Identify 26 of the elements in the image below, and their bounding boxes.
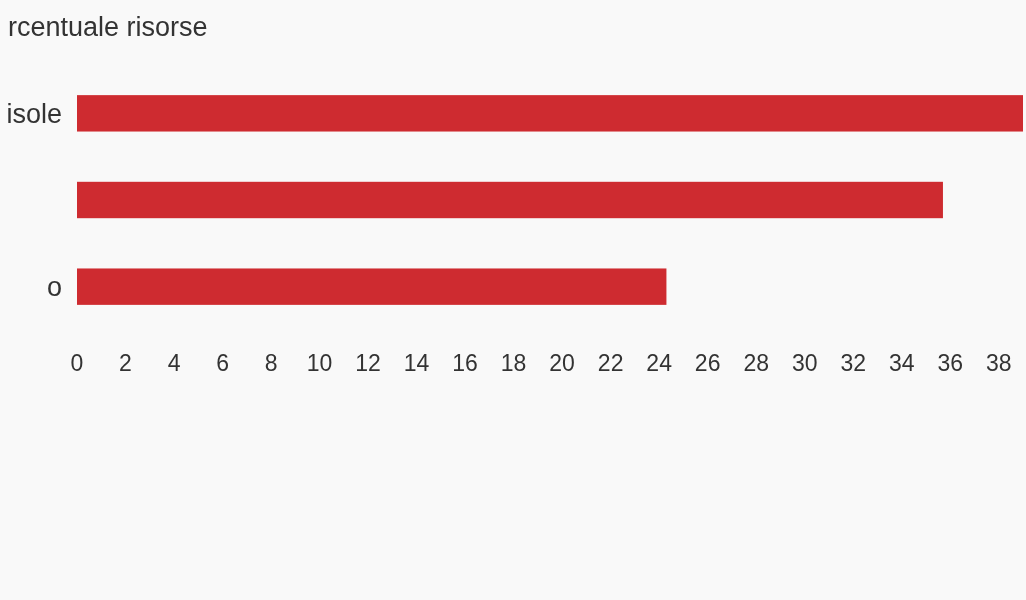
x-tick-label: 28 <box>743 350 769 377</box>
x-tick-label: 22 <box>597 350 624 377</box>
x-tick-label: 12 <box>355 350 381 377</box>
x-tick-label: 24 <box>646 350 673 377</box>
x-tick-label: 34 <box>888 350 915 377</box>
bar <box>77 95 1023 132</box>
x-tick-label: 0 <box>70 350 84 377</box>
x-tick-label: 30 <box>791 350 818 377</box>
x-tick-label: 14 <box>403 350 430 377</box>
x-tick-label: 10 <box>306 350 333 377</box>
x-tick-label: 16 <box>452 350 478 377</box>
y-tick-label: isole <box>6 98 62 129</box>
x-tick-label: 4 <box>167 350 181 377</box>
bar <box>77 268 667 305</box>
x-tick-label: 20 <box>549 350 575 377</box>
chart-title: rcentuale risorse <box>8 12 208 42</box>
x-tick-label: 2 <box>119 350 132 377</box>
x-tick-label: 38 <box>985 350 1012 377</box>
x-tick-label: 36 <box>937 350 964 377</box>
x-tick-label: 18 <box>500 350 527 377</box>
y-tick-label: o <box>46 272 62 303</box>
x-tick-label: 8 <box>264 350 278 377</box>
x-tick-label: 26 <box>694 350 721 377</box>
bar <box>77 181 943 219</box>
x-tick-label: 32 <box>840 350 866 377</box>
x-tick-label: 6 <box>216 350 229 377</box>
